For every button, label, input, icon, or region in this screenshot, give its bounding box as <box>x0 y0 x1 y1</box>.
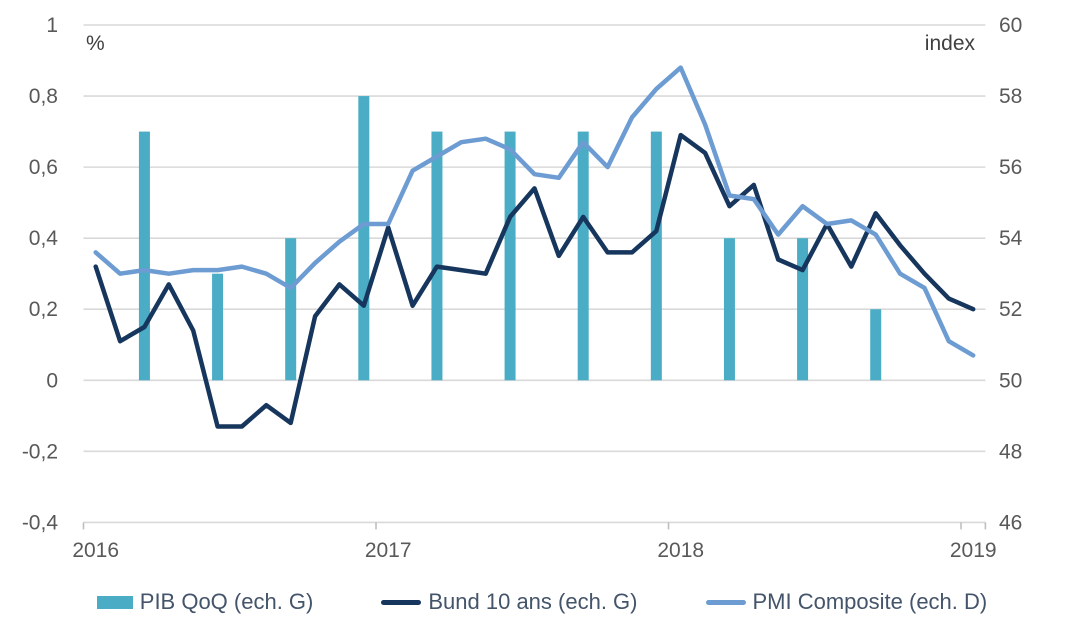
legend-item-bund: Bund 10 ans (ech. G) <box>381 589 638 615</box>
bar-pib-qoq <box>212 273 224 381</box>
x-axis-year-label: 2018 <box>657 539 704 562</box>
left-axis-tick-label: 0,4 <box>29 227 59 250</box>
left-axis-unit-label: % <box>86 32 105 55</box>
bar-pib-qoq <box>870 309 882 381</box>
bar-pib-qoq <box>138 131 150 381</box>
x-axis-year-label: 2019 <box>950 539 997 562</box>
right-axis-tick-label: 48 <box>999 440 1022 463</box>
bar-pib-qoq <box>431 131 443 381</box>
x-axis-year-label: 2016 <box>72 539 119 562</box>
legend-item-pmi: PMI Composite (ech. D) <box>705 589 988 615</box>
bar-pib-qoq <box>723 238 735 381</box>
bar-swatch-icon <box>96 595 133 609</box>
right-axis-tick-label: 58 <box>999 85 1022 108</box>
bar-pib-qoq <box>577 131 589 381</box>
left-axis-tick-label: 0,6 <box>29 156 58 179</box>
left-axis-tick-label: -0,2 <box>22 440 58 463</box>
right-axis-tick-label: 54 <box>999 227 1023 250</box>
legend-label-pib-qoq: PIB QoQ (ech. G) <box>139 589 314 614</box>
legend-label-pmi: PMI Composite (ech. D) <box>752 589 988 614</box>
bund-10y-line <box>93 132 976 429</box>
bar-pib-qoq <box>504 131 516 381</box>
right-axis-tick-label: 52 <box>999 298 1022 321</box>
right-axis-tick-label: 50 <box>999 369 1022 392</box>
right-axis-tick-label: 60 <box>999 14 1022 37</box>
bar-pib-qoq <box>285 238 297 381</box>
legend-label-bund: Bund 10 ans (ech. G) <box>428 589 638 614</box>
bar-pib-qoq <box>650 131 662 381</box>
left-axis-tick-label: 0,2 <box>29 298 58 321</box>
right-axis-tick-label: 56 <box>999 156 1022 179</box>
line-swatch-icon <box>705 599 746 605</box>
right-axis-unit-label: index <box>925 32 976 55</box>
legend-item-pib-qoq: PIB QoQ (ech. G) <box>96 589 314 615</box>
pmi-composite-line <box>93 65 976 358</box>
left-axis-tick-label: -0,4 <box>22 511 59 534</box>
chart-legend: PIB QoQ (ech. G) Bund 10 ans (ech. G) PM… <box>0 589 1084 615</box>
left-axis-tick-label: 0 <box>46 369 58 392</box>
bar-pib-qoq <box>358 96 370 381</box>
bar-pib-qoq <box>797 238 809 381</box>
right-axis-tick-label: 46 <box>999 511 1022 534</box>
left-axis-tick-label: 1 <box>46 14 58 37</box>
left-axis-tick-label: 0,8 <box>29 85 58 108</box>
line-swatch-icon <box>381 599 422 605</box>
x-axis-year-label: 2017 <box>365 539 412 562</box>
